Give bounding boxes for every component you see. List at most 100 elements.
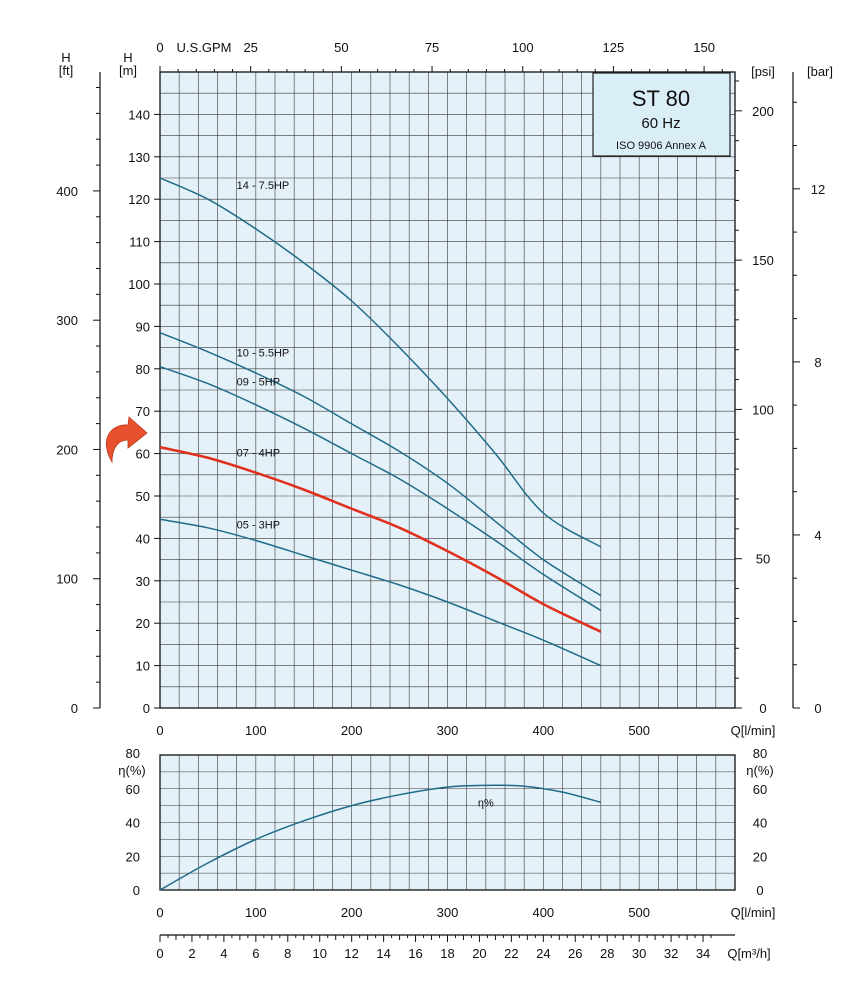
m3h-tick-label: 30: [632, 946, 646, 961]
y-tick-label: 80: [136, 362, 150, 377]
m3h-tick-label: 0: [156, 946, 163, 961]
y-tick-label: 90: [136, 319, 150, 334]
bar-tick-label: 8: [814, 355, 821, 370]
eff-tick-label-left: 20: [126, 849, 140, 864]
series-label: 10 - 5.5HP: [237, 348, 290, 360]
x-tick-label: 0: [156, 723, 163, 738]
y-axis-unit: [m]: [119, 63, 137, 78]
m3h-tick-label: 28: [600, 946, 614, 961]
gpm-tick-label: 150: [693, 40, 715, 55]
legend-box-frame: [592, 72, 731, 157]
m3h-tick-label: 20: [472, 946, 486, 961]
m3h-tick-label: 4: [220, 946, 227, 961]
m3h-tick-label: 12: [344, 946, 358, 961]
ft-tick-label: 300: [56, 313, 78, 328]
y-tick-label: 50: [136, 489, 150, 504]
psi-tick-label: 150: [752, 253, 774, 268]
psi-tick-label: 200: [752, 104, 774, 119]
gpm-tick-label: 100: [512, 40, 534, 55]
eff-axis-label-left: η(%): [118, 763, 145, 778]
x-tick-label: 500: [628, 723, 650, 738]
curved-arrow-icon: [106, 416, 148, 464]
eff-tick-label-left: 80: [126, 746, 140, 761]
x-tick-label: 300: [437, 723, 459, 738]
plot-frame: [159, 71, 736, 709]
x-tick-label: 100: [245, 723, 267, 738]
series-line: [159, 332, 602, 597]
x-tick-label: 400: [532, 723, 554, 738]
m3h-tick-label: 26: [568, 946, 582, 961]
ft-tick-label: 200: [56, 442, 78, 457]
eff-tick-label-right: 20: [753, 849, 767, 864]
gpm-tick-label: 75: [425, 40, 439, 55]
series-line: [159, 784, 601, 891]
eff-x-tick-label: 0: [156, 905, 163, 920]
series-line: [159, 518, 602, 667]
gpm-tick-label: 25: [243, 40, 257, 55]
y-tick-label: 10: [136, 659, 150, 674]
m3h-tick-label: 10: [312, 946, 326, 961]
m3h-tick-label: 16: [408, 946, 422, 961]
psi-tick-label: 50: [756, 552, 770, 567]
m3h-tick-label: 8: [284, 946, 291, 961]
y-tick-label: 20: [136, 616, 150, 631]
eff-tick-label-left: 60: [126, 782, 140, 797]
series-label: 05 - 3HP: [237, 519, 280, 531]
eff-x-tick-label: 100: [245, 905, 267, 920]
m3h-tick-label: 24: [536, 946, 550, 961]
gpm-axis-label: U.S.GPM: [177, 40, 232, 55]
y-tick-label: 100: [128, 277, 150, 292]
gpm-tick-label: 125: [603, 40, 625, 55]
x-tick-label: 200: [341, 723, 363, 738]
gpm-tick-label: 0: [156, 40, 163, 55]
m3h-tick-label: 22: [504, 946, 518, 961]
y-tick-label: 30: [136, 574, 150, 589]
legend-frequency: 60 Hz: [641, 115, 680, 132]
eff-x-axis-label: Q[l/min]: [731, 905, 776, 920]
y-tick-label: 0: [143, 701, 150, 716]
bar-tick-label: 4: [814, 528, 821, 543]
legend-model: ST 80: [632, 86, 690, 111]
y-tick-label: 110: [129, 235, 150, 250]
eff-x-tick-label: 500: [628, 905, 650, 920]
eff-tick-label-left: 0: [133, 883, 140, 898]
series-line: [159, 445, 602, 633]
flow-m3h-axis: 0 2 4 6 8 10 12 14 16 18 20 22 24 26 28 30 32 34 Q[m³/h]: [156, 934, 771, 961]
ft-axis-label: H: [61, 50, 70, 65]
ft-axis-unit: [ft]: [59, 63, 73, 78]
series-label: 09 - 5HP: [237, 376, 280, 388]
efficiency-chart: 0 0 20 20 40 40 60 60 80 80 η(%) η(%) 0 100 200 300 400 5…: [118, 746, 775, 920]
y-tick-label: 40: [136, 531, 150, 546]
eff-tick-label-right: 80: [753, 746, 767, 761]
y-axis-label: H: [123, 50, 132, 65]
bar-tick-label: 12: [811, 182, 825, 197]
series-line: [159, 365, 602, 612]
legend-standard: ISO 9906 Annex A: [616, 140, 707, 152]
psi-axis-label: [psi]: [751, 64, 775, 79]
ft-tick-label: 0: [71, 701, 78, 716]
eff-tick-label-right: 0: [756, 883, 763, 898]
series-label: η%: [478, 797, 494, 809]
m3h-tick-label: 6: [252, 946, 259, 961]
model-legend-box: ST 80 60 Hz ISO 9906 Annex A: [592, 72, 731, 157]
eff-x-tick-label: 300: [437, 905, 459, 920]
series-label: 14 - 7.5HP: [237, 180, 290, 192]
series-line: [159, 177, 602, 548]
y-tick-label: 130: [128, 150, 150, 165]
y-tick-label: 70: [136, 404, 150, 419]
m3h-tick-label: 32: [664, 946, 678, 961]
ft-tick-label: 400: [56, 184, 78, 199]
eff-tick-label-left: 40: [126, 816, 140, 831]
m3h-axis-label: Q[m³/h]: [727, 946, 770, 961]
series-label: 07 - 4HP: [237, 448, 280, 460]
psi-tick-label: 0: [759, 701, 766, 716]
psi-tick-label: 100: [752, 402, 774, 417]
m3h-tick-label: 34: [696, 946, 710, 961]
eff-axis-label-right: η(%): [746, 763, 773, 778]
eff-x-tick-label: 200: [341, 905, 363, 920]
m3h-tick-label: 14: [376, 946, 390, 961]
ft-tick-label: 100: [56, 572, 78, 587]
bar-tick-label: 0: [814, 701, 821, 716]
m3h-tick-label: 2: [188, 946, 195, 961]
plot-frame: [159, 754, 736, 891]
